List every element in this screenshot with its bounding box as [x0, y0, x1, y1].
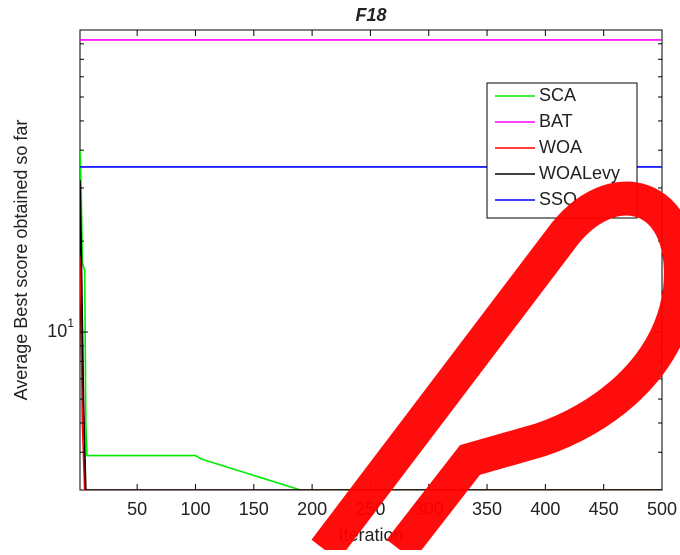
legend-label: BAT — [539, 111, 573, 131]
legend-label: WOALevy — [539, 163, 620, 183]
x-tick-label: 50 — [127, 499, 147, 519]
legend-label: SSO — [539, 189, 577, 209]
legend-label: SCA — [539, 85, 576, 105]
series-line — [80, 150, 662, 490]
chart-title: F18 — [355, 5, 386, 25]
y-axis-label: Average Best score obtained so far — [11, 120, 31, 401]
x-tick-label: 400 — [530, 499, 560, 519]
x-tick-label: 450 — [589, 499, 619, 519]
x-tick-label: 200 — [297, 499, 327, 519]
y-tick-label: 101 — [47, 316, 74, 341]
x-tick-label: 500 — [647, 499, 677, 519]
x-tick-label: 100 — [180, 499, 210, 519]
watermark — [311, 181, 680, 555]
x-tick-label: 150 — [239, 499, 269, 519]
legend-label: WOA — [539, 137, 582, 157]
x-tick-label: 350 — [472, 499, 502, 519]
